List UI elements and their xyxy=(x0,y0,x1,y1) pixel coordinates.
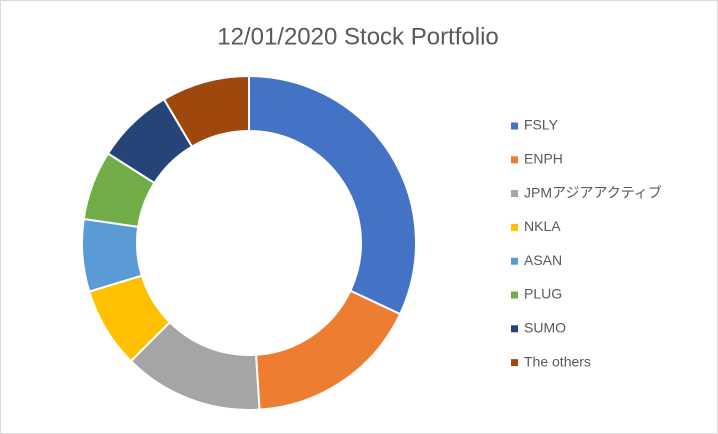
legend-label: JPMアジアアクティブ xyxy=(524,184,662,200)
legend-label: ENPH xyxy=(524,151,563,167)
legend-label: NKLA xyxy=(524,218,561,234)
chart-title: 12/01/2020 Stock Portfolio xyxy=(217,23,499,50)
donut-slice xyxy=(162,74,250,148)
legend-swatch xyxy=(511,257,518,265)
legend-label: ASAN xyxy=(524,252,562,268)
legend-label: PLUG xyxy=(524,286,562,302)
legend-label: FSLY xyxy=(524,117,559,133)
legend-swatch xyxy=(511,223,518,231)
legend-swatch xyxy=(511,156,518,164)
donut-slice xyxy=(248,74,417,316)
legend-label: SUMO xyxy=(524,320,566,336)
legend-swatch xyxy=(511,291,518,299)
legend-label: The others xyxy=(524,353,591,369)
legend-swatch xyxy=(511,122,518,130)
legend-swatch xyxy=(511,190,518,198)
legend-swatch xyxy=(511,359,518,367)
legend-swatch xyxy=(511,325,518,333)
